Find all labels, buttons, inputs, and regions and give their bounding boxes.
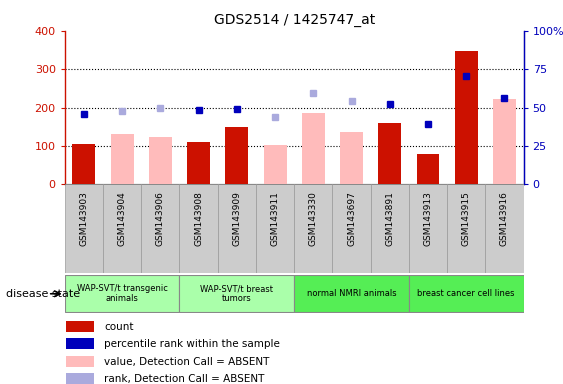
Text: GSM143906: GSM143906 [156, 191, 165, 246]
Bar [141, 184, 180, 273]
Bar [370, 184, 409, 273]
Text: GSM143909: GSM143909 [233, 191, 242, 246]
Bar [65, 275, 180, 312]
Text: disease state: disease state [6, 289, 80, 299]
Bar [485, 184, 524, 273]
Text: GSM143915: GSM143915 [462, 191, 471, 246]
Text: GSM143330: GSM143330 [309, 191, 318, 246]
Bar [66, 373, 95, 384]
Text: GSM143916: GSM143916 [500, 191, 509, 246]
Bar [493, 99, 516, 184]
Bar [66, 321, 95, 331]
Bar [447, 184, 485, 273]
Bar [409, 275, 524, 312]
Text: GSM143904: GSM143904 [118, 191, 127, 246]
Bar [340, 132, 363, 184]
Bar [180, 184, 218, 273]
Bar [66, 356, 95, 366]
Text: GSM143911: GSM143911 [271, 191, 280, 246]
Bar [455, 51, 477, 184]
Text: value, Detection Call = ABSENT: value, Detection Call = ABSENT [105, 357, 270, 367]
Text: GSM143913: GSM143913 [423, 191, 432, 246]
Text: GSM143891: GSM143891 [385, 191, 394, 246]
Bar [256, 184, 294, 273]
Bar [103, 184, 141, 273]
Text: normal NMRI animals: normal NMRI animals [307, 289, 396, 298]
Bar [149, 137, 172, 184]
Text: GSM143697: GSM143697 [347, 191, 356, 246]
Text: GSM143908: GSM143908 [194, 191, 203, 246]
Text: percentile rank within the sample: percentile rank within the sample [105, 339, 280, 349]
Bar [187, 142, 210, 184]
Text: WAP-SVT/t transgenic
animals: WAP-SVT/t transgenic animals [77, 284, 168, 303]
Bar [294, 184, 332, 273]
Text: GSM143903: GSM143903 [79, 191, 88, 246]
Bar [417, 154, 440, 184]
Text: count: count [105, 322, 134, 332]
Bar [65, 184, 103, 273]
Bar [263, 145, 287, 184]
Bar [66, 338, 95, 349]
Text: breast cancer cell lines: breast cancer cell lines [418, 289, 515, 298]
Bar [294, 275, 409, 312]
Title: GDS2514 / 1425747_at: GDS2514 / 1425747_at [213, 13, 375, 27]
Bar [110, 134, 133, 184]
Bar [225, 127, 248, 184]
Bar [378, 123, 401, 184]
Bar [180, 275, 294, 312]
Bar [218, 184, 256, 273]
Text: rank, Detection Call = ABSENT: rank, Detection Call = ABSENT [105, 374, 265, 384]
Bar [332, 184, 370, 273]
Text: WAP-SVT/t breast
tumors: WAP-SVT/t breast tumors [200, 284, 273, 303]
Bar [73, 144, 95, 184]
Bar [409, 184, 447, 273]
Bar [302, 113, 325, 184]
